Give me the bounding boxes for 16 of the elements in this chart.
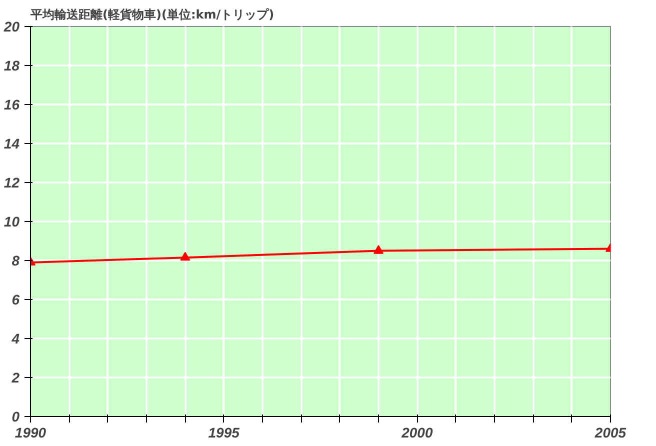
- y-tick-label: 12: [4, 174, 20, 190]
- y-tick-label: 4: [10, 330, 20, 346]
- y-tick-label: 6: [12, 292, 20, 308]
- y-tick-label: 0: [12, 408, 20, 424]
- y-tick-label: 16: [4, 96, 20, 112]
- y-tick-label: 20: [2, 18, 20, 34]
- y-tick-label: 10: [4, 214, 20, 230]
- x-tick-label: 2005: [594, 424, 626, 440]
- y-tick-label: 18: [4, 58, 20, 74]
- x-tick-label: 1995: [208, 424, 240, 440]
- x-tick-label: 2000: [400, 424, 433, 440]
- y-tick-label: 14: [4, 136, 20, 152]
- chart-title: 平均輸送距離(軽貨物車)(単位:km/トリップ): [30, 8, 274, 22]
- y-tick-label: 8: [12, 252, 20, 268]
- x-tick-label: 1990: [14, 424, 46, 440]
- y-tick-label: 2: [10, 370, 20, 386]
